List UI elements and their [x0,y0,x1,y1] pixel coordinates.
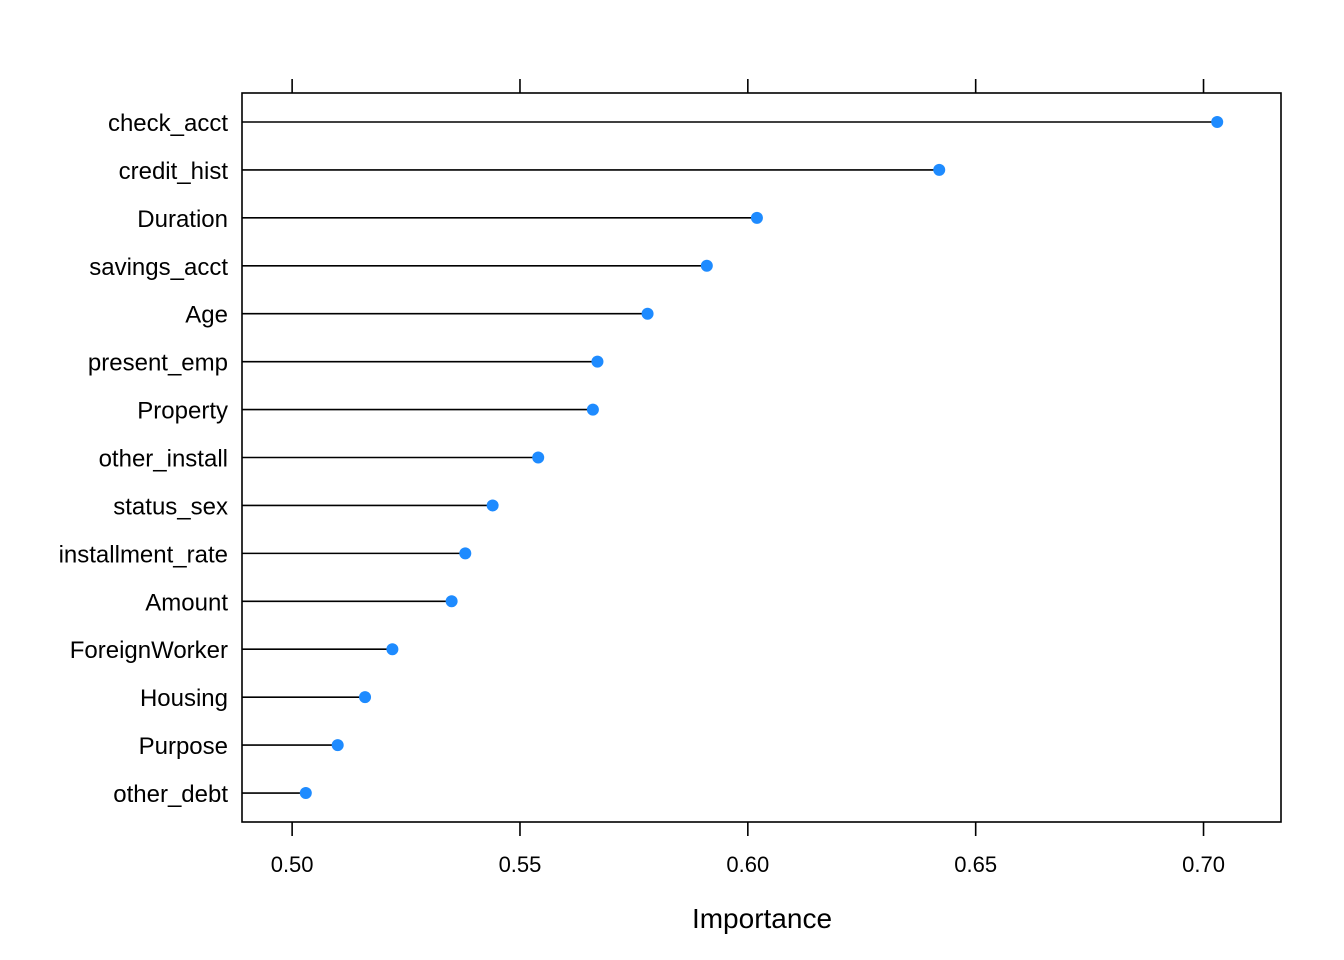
category-label-installment_rate: installment_rate [59,541,228,568]
category-label-Amount: Amount [145,589,228,616]
point-credit_hist [933,163,946,176]
category-label-savings_acct: savings_acct [89,254,228,281]
point-ForeignWorker [386,643,399,656]
category-label-credit_hist: credit_hist [119,158,229,185]
top-tick-marks [291,79,1205,93]
category-label-present_emp: present_emp [88,350,228,377]
category-label-Age: Age [185,302,228,329]
x-tick-label: 0.50 [271,852,314,877]
x-tick-label: 0.60 [726,852,769,877]
data-points [299,116,1224,800]
point-Amount [445,595,458,608]
x-axis-title: Importance [692,903,832,934]
point-status_sex [486,499,499,512]
point-Property [586,403,599,416]
bottom-tick-marks [291,822,1205,836]
category-label-check_acct: check_acct [108,110,228,137]
point-Housing [359,691,372,704]
category-label-Housing: Housing [140,685,228,712]
x-tick-label: 0.70 [1182,852,1225,877]
x-tick-label: 0.65 [954,852,997,877]
category-labels: check_acct credit_hist Duration savings_acc… [59,110,229,808]
category-label-ForeignWorker: ForeignWorker [70,637,228,664]
point-Purpose [331,739,344,752]
point-check_acct [1211,116,1224,128]
x-tick-label: 0.55 [499,852,542,877]
point-Age [641,307,654,320]
point-present_emp [591,355,604,368]
category-label-status_sex: status_sex [113,493,228,520]
point-savings_acct [700,259,713,272]
category-label-Duration: Duration [137,206,228,233]
category-label-Purpose: Purpose [139,733,228,760]
plot-frame [241,92,1282,823]
point-other_install [532,451,545,464]
point-other_debt [299,787,312,800]
lollipop-segments [242,121,1218,794]
category-label-Property: Property [137,398,228,425]
x-tick-labels: 0.50 0.55 0.60 0.65 0.70 [271,852,1225,877]
point-Duration [750,211,763,224]
point-installment_rate [459,547,472,560]
category-label-other_install: other_install [99,446,228,473]
category-label-other_debt: other_debt [113,781,228,808]
